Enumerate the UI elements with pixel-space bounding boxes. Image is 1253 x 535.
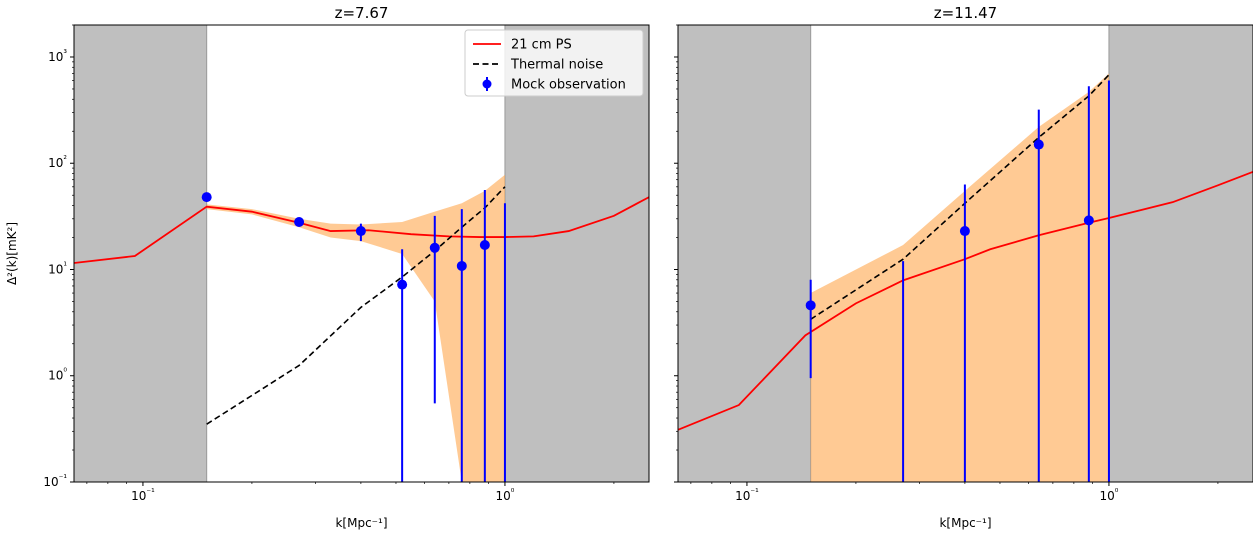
x-axis-label: k[Mpc⁻¹] [335, 516, 387, 530]
panel-1: 10⁻¹ 10⁰ 10⁻¹ 10⁰ 10¹ 10² 10³ z=7.67 k[Mpc⁻¹] Δ²(… [5, 4, 650, 530]
data-point [805, 300, 816, 311]
chart-title: z=7.67 [335, 4, 389, 22]
data-point [294, 216, 305, 227]
chart-title: z=11.47 [934, 4, 997, 22]
legend-label: 21 cm PS [511, 38, 572, 53]
legend: 21 cm PS Thermal noise Mock observation [464, 29, 644, 97]
x-tick-label: 10⁰ [1099, 488, 1118, 503]
legend-point-swatch [482, 79, 492, 89]
panel-2: 10⁻¹ 10⁰ z=11.47 k[Mpc⁻¹] [674, 4, 1253, 530]
data-point [429, 242, 440, 253]
y-tick-label: 10⁻¹ [43, 474, 67, 489]
uncertainty-band [810, 73, 1109, 482]
x-tick-label: 10⁻¹ [735, 488, 759, 503]
y-tick-label: 10¹ [48, 261, 67, 276]
excluded-region [504, 25, 649, 482]
thermal-noise-line [810, 74, 1110, 320]
ps-21cm-line [678, 170, 1253, 431]
y-axis-label: Δ²(k)[mK²] [5, 222, 19, 285]
plot-area [678, 25, 1253, 482]
data-point [479, 240, 490, 251]
thermal-noise-line [206, 186, 506, 425]
excluded-region [74, 25, 207, 482]
excluded-region [678, 25, 811, 482]
axes-frame [677, 24, 1253, 483]
data-point [959, 226, 970, 237]
data-point [397, 279, 408, 290]
legend-label: Thermal noise [510, 58, 603, 73]
y-tick-label: 10³ [48, 49, 67, 64]
y-tick-label: 10² [48, 155, 67, 170]
x-tick-label: 10⁰ [495, 488, 514, 503]
axes-frame [73, 24, 650, 483]
legend-box [464, 29, 644, 97]
x-axis-label: k[Mpc⁻¹] [939, 516, 991, 530]
x-tick-label: 10⁻¹ [131, 488, 155, 503]
uncertainty-band [206, 174, 505, 482]
data-point [456, 260, 467, 271]
plot-area [74, 25, 649, 482]
data-point [355, 226, 366, 237]
excluded-region [1108, 25, 1253, 482]
legend-label: Mock observation [511, 78, 626, 93]
data-point [1033, 139, 1044, 150]
data-point [201, 192, 212, 203]
y-tick-label: 10⁰ [48, 368, 67, 383]
data-point [1083, 215, 1094, 226]
ps-21cm-line [74, 196, 649, 264]
